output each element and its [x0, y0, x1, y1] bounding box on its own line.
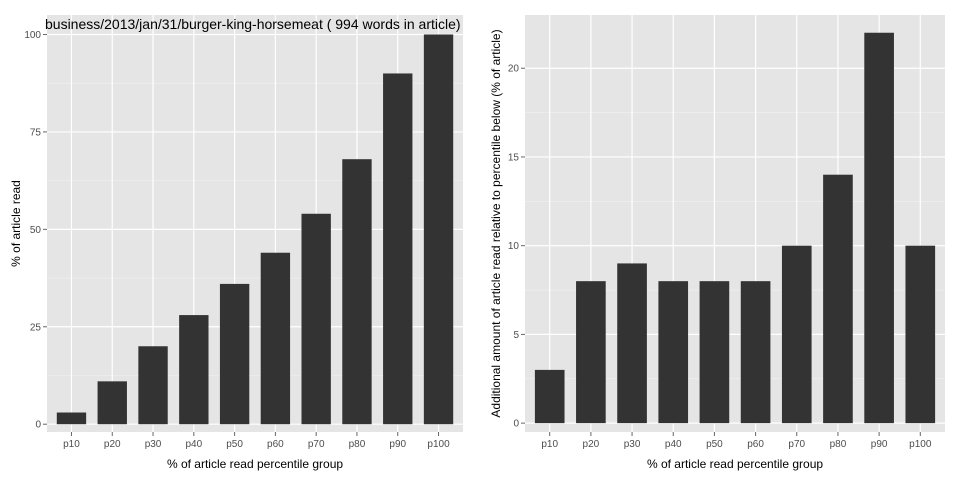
- x-tick-label: p60: [747, 439, 764, 450]
- x-tick-label: p100: [427, 439, 450, 450]
- x-tick-label: p80: [349, 439, 366, 450]
- x-tick-label: p50: [706, 439, 723, 450]
- bar-p20: [97, 381, 127, 425]
- bar-p30: [617, 263, 647, 424]
- x-axis-title: % of article read percentile group: [647, 457, 823, 471]
- y-tick-label: 20: [508, 64, 520, 75]
- y-axis-title: % of article read: [9, 180, 23, 267]
- x-tick-label: p60: [267, 439, 284, 450]
- x-tick-label: p10: [63, 439, 80, 450]
- y-tick-label: 25: [30, 322, 42, 333]
- x-tick-label: p30: [145, 439, 162, 450]
- bar-p60: [260, 252, 291, 425]
- y-axis-title: Additional amount of article read relati…: [489, 29, 503, 417]
- x-tick-label: p100: [909, 439, 932, 450]
- bar-p50: [219, 283, 250, 425]
- y-tick-label: 5: [513, 330, 519, 341]
- y-tick-label: 0: [35, 420, 41, 431]
- x-axis-title: % of article read percentile group: [167, 457, 343, 471]
- bar-p70: [301, 213, 331, 425]
- bar-p80: [342, 159, 372, 425]
- bar-p20: [576, 281, 606, 424]
- x-tick-label: p50: [226, 439, 243, 450]
- bar-p10: [534, 369, 565, 424]
- bar-p100: [423, 34, 454, 425]
- bar-p10: [56, 412, 87, 425]
- x-tick-label: p40: [665, 439, 682, 450]
- bar-p60: [740, 281, 771, 424]
- x-tick-label: p10: [541, 439, 558, 450]
- bar-p80: [823, 174, 853, 424]
- y-tick-label: 75: [30, 127, 42, 138]
- x-tick-label: p40: [185, 439, 202, 450]
- y-tick-label: 10: [508, 241, 520, 252]
- y-tick-label: 15: [508, 152, 520, 163]
- bar-p90: [864, 32, 894, 424]
- y-tick-label: 100: [24, 30, 41, 41]
- x-tick-label: p30: [624, 439, 641, 450]
- bar-p90: [383, 73, 413, 425]
- x-tick-label: p20: [583, 439, 600, 450]
- x-tick-label: p70: [788, 439, 805, 450]
- bar-p30: [138, 346, 168, 425]
- x-tick-label: p80: [830, 439, 847, 450]
- x-tick-label: p20: [104, 439, 121, 450]
- bar-p40: [658, 281, 689, 424]
- chart-panel-2: 0 5 10 15 20 p10 p20 p30 p40 p50 p60 p70 p80 p90 p100%…: [489, 15, 945, 471]
- x-tick-label: p90: [871, 439, 888, 450]
- y-tick-label: 50: [30, 225, 42, 236]
- chart-panel-1: 0 25 50 75 100 p10 p20 p30 p40 p50 p60 p70 p80 p90 p10…: [9, 15, 463, 471]
- chart-title: business/2013/jan/31/burger-king-horseme…: [45, 16, 461, 32]
- x-tick-label: p90: [389, 439, 406, 450]
- bar-p70: [781, 245, 812, 424]
- bar-p100: [905, 245, 936, 424]
- bar-p50: [699, 281, 730, 424]
- x-tick-label: p70: [308, 439, 325, 450]
- bar-p40: [179, 315, 209, 425]
- y-tick-label: 0: [513, 419, 519, 430]
